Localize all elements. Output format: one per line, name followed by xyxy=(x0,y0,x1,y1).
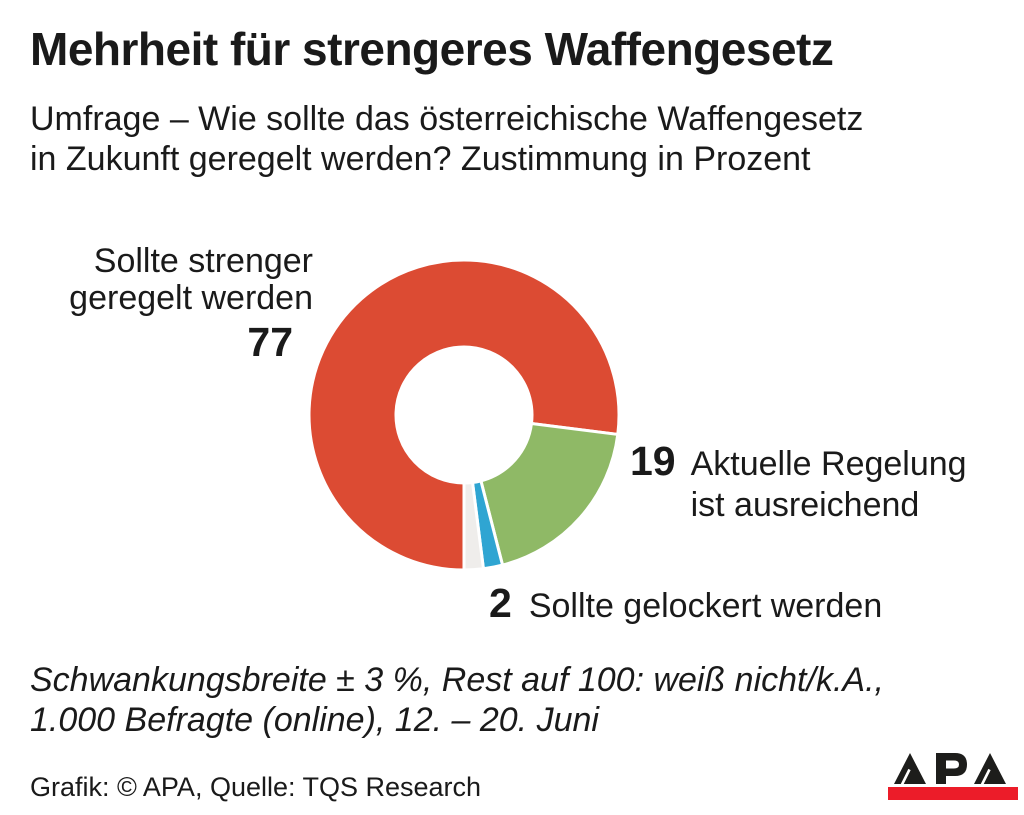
donut-slice-3 xyxy=(462,480,486,572)
segment-label-gelockert: 2 Sollte gelockert werden xyxy=(489,583,882,626)
donut-slice-1 xyxy=(479,421,620,567)
segment-label-strenger: Sollte strenger geregelt werden 77 xyxy=(40,242,313,365)
segment-label-aktuelle: 19 Aktuelle Regelung ist ausreichend xyxy=(630,441,967,526)
footnote-line-1: Schwankungsbreite ± 3 %, Rest auf 100: w… xyxy=(30,661,884,699)
segment-value-aktuelle: 19 xyxy=(630,438,676,484)
segment-label-aktuelle-text: Aktuelle Regelung ist ausreichend xyxy=(691,444,967,526)
apa-logo-red-bar xyxy=(888,787,1018,800)
segment-label-gelockert-text: Sollte gelockert werden xyxy=(528,587,883,625)
apa-logo xyxy=(888,753,1018,800)
segment-value-gelockert: 2 xyxy=(489,580,512,626)
apa-logo-letters xyxy=(894,753,1006,786)
credit-line: Grafik: © APA, Quelle: TQS Research xyxy=(30,772,482,802)
footnote: Schwankungsbreite ± 3 %, Rest auf 100: w… xyxy=(30,660,884,740)
footnote-line-2: 1.000 Befragte (online), 12. – 20. Juni xyxy=(30,701,599,739)
segment-label-aktuelle-line2: ist ausreichend xyxy=(690,486,920,524)
donut-slice-0 xyxy=(307,258,621,572)
donut-chart xyxy=(307,258,621,572)
page-subtitle: Umfrage – Wie sollte das österreichische… xyxy=(30,99,863,179)
subtitle-line-2: in Zukunft geregelt werden? Zustimmung i… xyxy=(30,140,811,178)
segment-label-aktuelle-line1: Aktuelle Regelung xyxy=(690,445,967,483)
page-title: Mehrheit für strengeres Waffengesetz xyxy=(30,23,834,75)
subtitle-line-1: Umfrage – Wie sollte das österreichische… xyxy=(30,100,864,138)
segment-value-strenger: 77 xyxy=(247,319,293,365)
segment-label-strenger-line1: Sollte strenger xyxy=(93,242,313,280)
segment-label-strenger-line2: geregelt werden xyxy=(69,279,313,317)
